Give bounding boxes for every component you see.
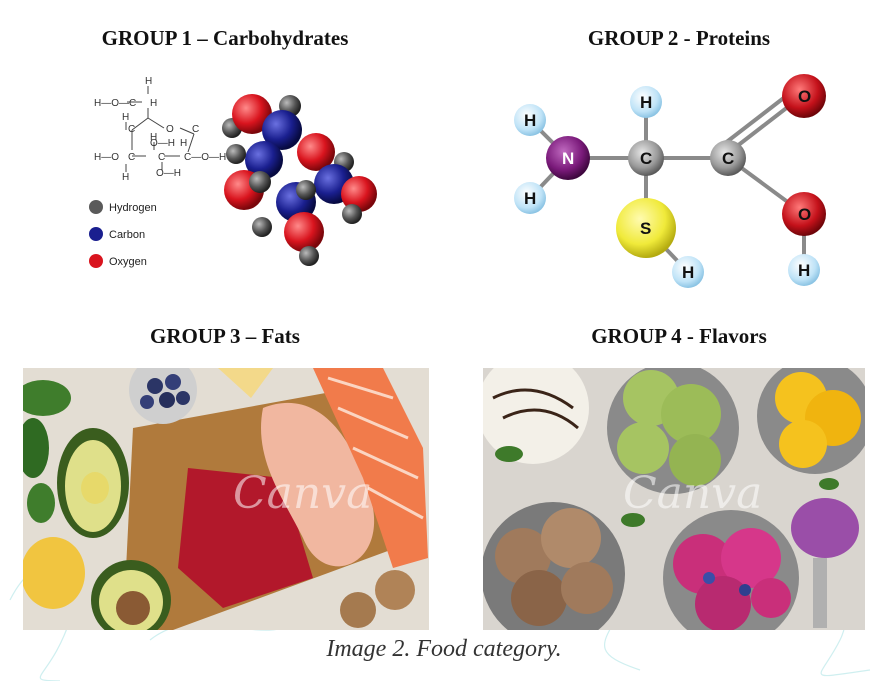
atom-h-5: H [798,261,810,280]
formula-h-left: H [122,112,129,123]
atom-n: N [562,149,574,168]
group-2-heading: GROUP 2 - Proteins [587,26,771,50]
group-4-heading: GROUP 4 - Flavors [591,324,767,348]
atom-o-2: O [798,205,811,224]
formula-o-ring: O [166,124,174,135]
carbohydrate-structural-formula [125,86,195,172]
formula-h-ring: H [150,132,157,143]
fats-photo: Canva [23,368,429,630]
formula-oh-bottom: O—H [156,168,181,179]
atom-o-1: O [798,87,811,106]
oxygen-legend-dot [89,254,103,268]
carbon-legend-dot [89,227,103,241]
formula-c-lower-mid: C [158,152,165,163]
hydrogen-legend-dot [89,200,103,214]
legend-hydrogen: Hydrogen [109,202,157,214]
formula-ho-lower: H—O [94,152,119,163]
formula-c-left: C [128,124,135,135]
protein-diagram: H H N H C C S H O O H [514,74,826,288]
formula-c-right: C [192,124,199,135]
group-3-heading: GROUP 3 – Fats [150,324,300,348]
legend-oxygen: Oxygen [109,256,147,268]
formula-h-right-2: H [180,138,187,149]
formula-c-lower-left: C [128,152,135,163]
formula-oh-mid: O—H [150,138,175,149]
atom-h-1: H [524,111,536,130]
atom-c-2: C [722,149,734,168]
protein-atoms [514,74,826,288]
flavors-watermark: Canva [623,468,762,519]
group-1-heading: GROUP 1 – Carbohydrates [101,26,349,50]
formula-ho-c: H—O—C [94,98,136,109]
formula-h-top: H [145,76,152,87]
atom-s: S [640,219,651,238]
atom-h-3: H [640,93,652,112]
formula-h-right: H [150,98,157,109]
flavors-photo: Canva [483,368,865,630]
atom-c-1: C [640,149,652,168]
legend-carbon: Carbon [109,229,145,241]
atom-h-4: H [682,263,694,282]
atom-h-2: H [524,189,536,208]
formula-c-oh: C—O—H [184,152,226,163]
figure-caption: Image 2. Food category. [326,636,562,662]
carbohydrate-diagram: H H—O—C H H C O H C O—H H H—O C C C—O—H … [89,76,377,268]
fats-watermark: Canva [233,468,372,519]
formula-h-bottom-left: H [122,172,129,183]
carbohydrate-ball-model [222,94,377,266]
